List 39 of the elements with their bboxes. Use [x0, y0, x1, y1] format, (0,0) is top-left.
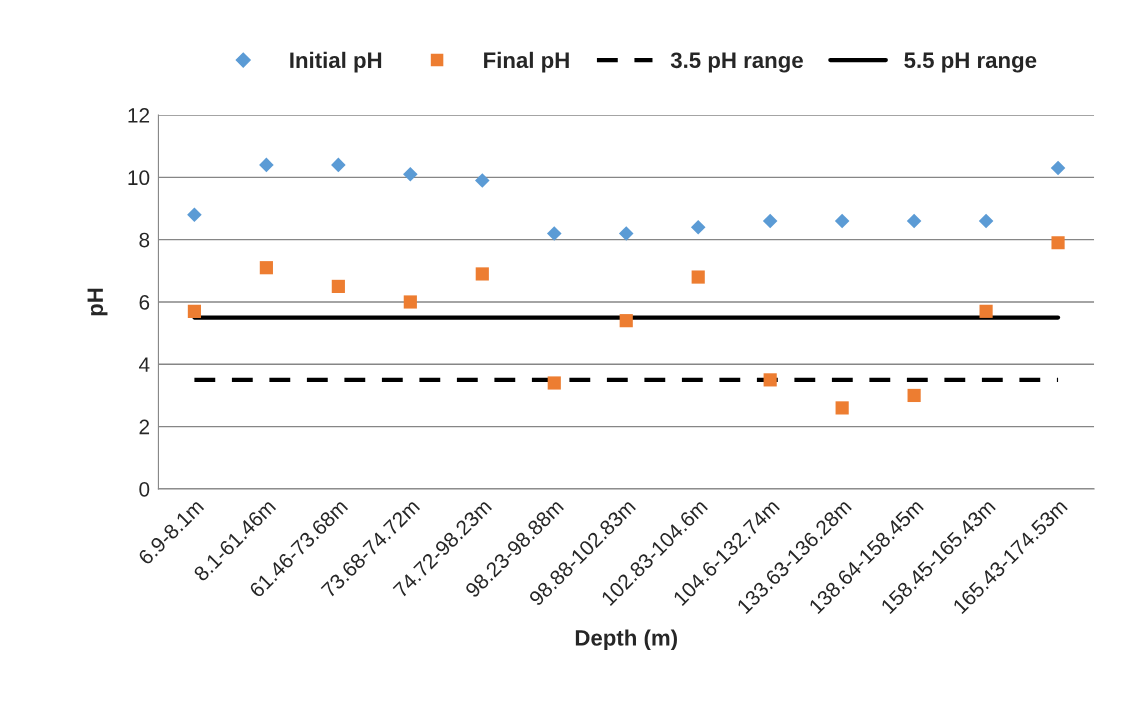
point: [691, 270, 705, 284]
point: [979, 304, 993, 318]
x-axis-title: Depth (m): [575, 629, 677, 651]
point: [762, 213, 778, 229]
legend-label: Final pH: [484, 51, 569, 73]
point: [547, 376, 561, 390]
y-axis-title: pH: [87, 288, 108, 316]
y-tick-label: 0: [139, 481, 150, 497]
y-tick-label: 10: [128, 170, 150, 186]
point: [618, 226, 634, 241]
point: [546, 226, 562, 241]
point: [619, 314, 633, 328]
point: [259, 261, 273, 275]
point: [907, 388, 921, 403]
y-tick-label: 4: [138, 357, 150, 372]
legend-label: Initial pH: [290, 51, 382, 73]
y-tick-label: 8: [139, 232, 150, 248]
point: [331, 157, 346, 173]
point: [331, 279, 345, 293]
legend-label: 3.5 pH range: [670, 52, 803, 73]
y-tick-label: 2: [139, 419, 150, 435]
y-tick-label: 12: [128, 108, 150, 123]
point: [403, 295, 417, 309]
point: [187, 207, 202, 223]
point: [763, 373, 777, 387]
point: [259, 157, 274, 173]
point: [690, 219, 706, 235]
legend-label: 5.5 pH range: [904, 52, 1037, 73]
point: [1051, 236, 1065, 250]
point: [187, 304, 201, 318]
point: [906, 213, 922, 229]
point: [1050, 160, 1066, 176]
point: [403, 166, 418, 182]
point: [835, 401, 849, 415]
point: [475, 173, 490, 188]
point: [475, 267, 489, 281]
y-tick-label: 6: [139, 294, 150, 310]
point: [834, 213, 850, 229]
point: [978, 213, 994, 229]
